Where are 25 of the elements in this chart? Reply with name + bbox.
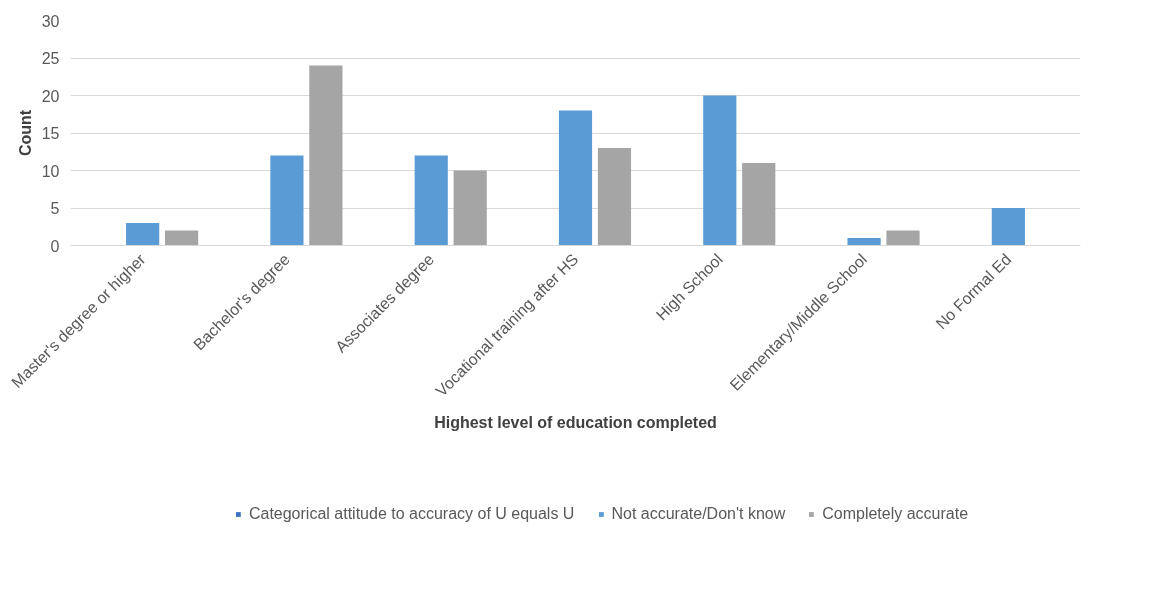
bar (558, 110, 593, 246)
y-tick-label: 20 (41, 87, 60, 105)
legend-label: Not accurate/Don't know (611, 505, 786, 523)
bar (453, 170, 487, 246)
y-tick-label: 25 (41, 50, 60, 67)
legend-label: Categorical attitude to accuracy of U equals U (248, 505, 575, 523)
bar (886, 230, 920, 246)
bar (847, 238, 881, 246)
y-axis-title: Count (16, 109, 34, 157)
bar (742, 163, 776, 246)
y-tick-label: 10 (41, 162, 60, 180)
bar (703, 95, 737, 246)
y-tick-label: 15 (41, 125, 60, 142)
bar (270, 155, 304, 246)
bar (414, 155, 448, 246)
bar (991, 208, 1025, 246)
y-tick-label: 5 (50, 200, 60, 217)
bar (309, 65, 343, 246)
bar (165, 230, 199, 246)
legend-label: Completely accurate (822, 505, 969, 523)
bar (126, 223, 160, 246)
y-tick-label: 30 (41, 12, 60, 30)
bar (597, 148, 632, 246)
x-axis-title: Highest level of education completed (434, 413, 717, 431)
y-tick-label: 0 (50, 237, 60, 255)
